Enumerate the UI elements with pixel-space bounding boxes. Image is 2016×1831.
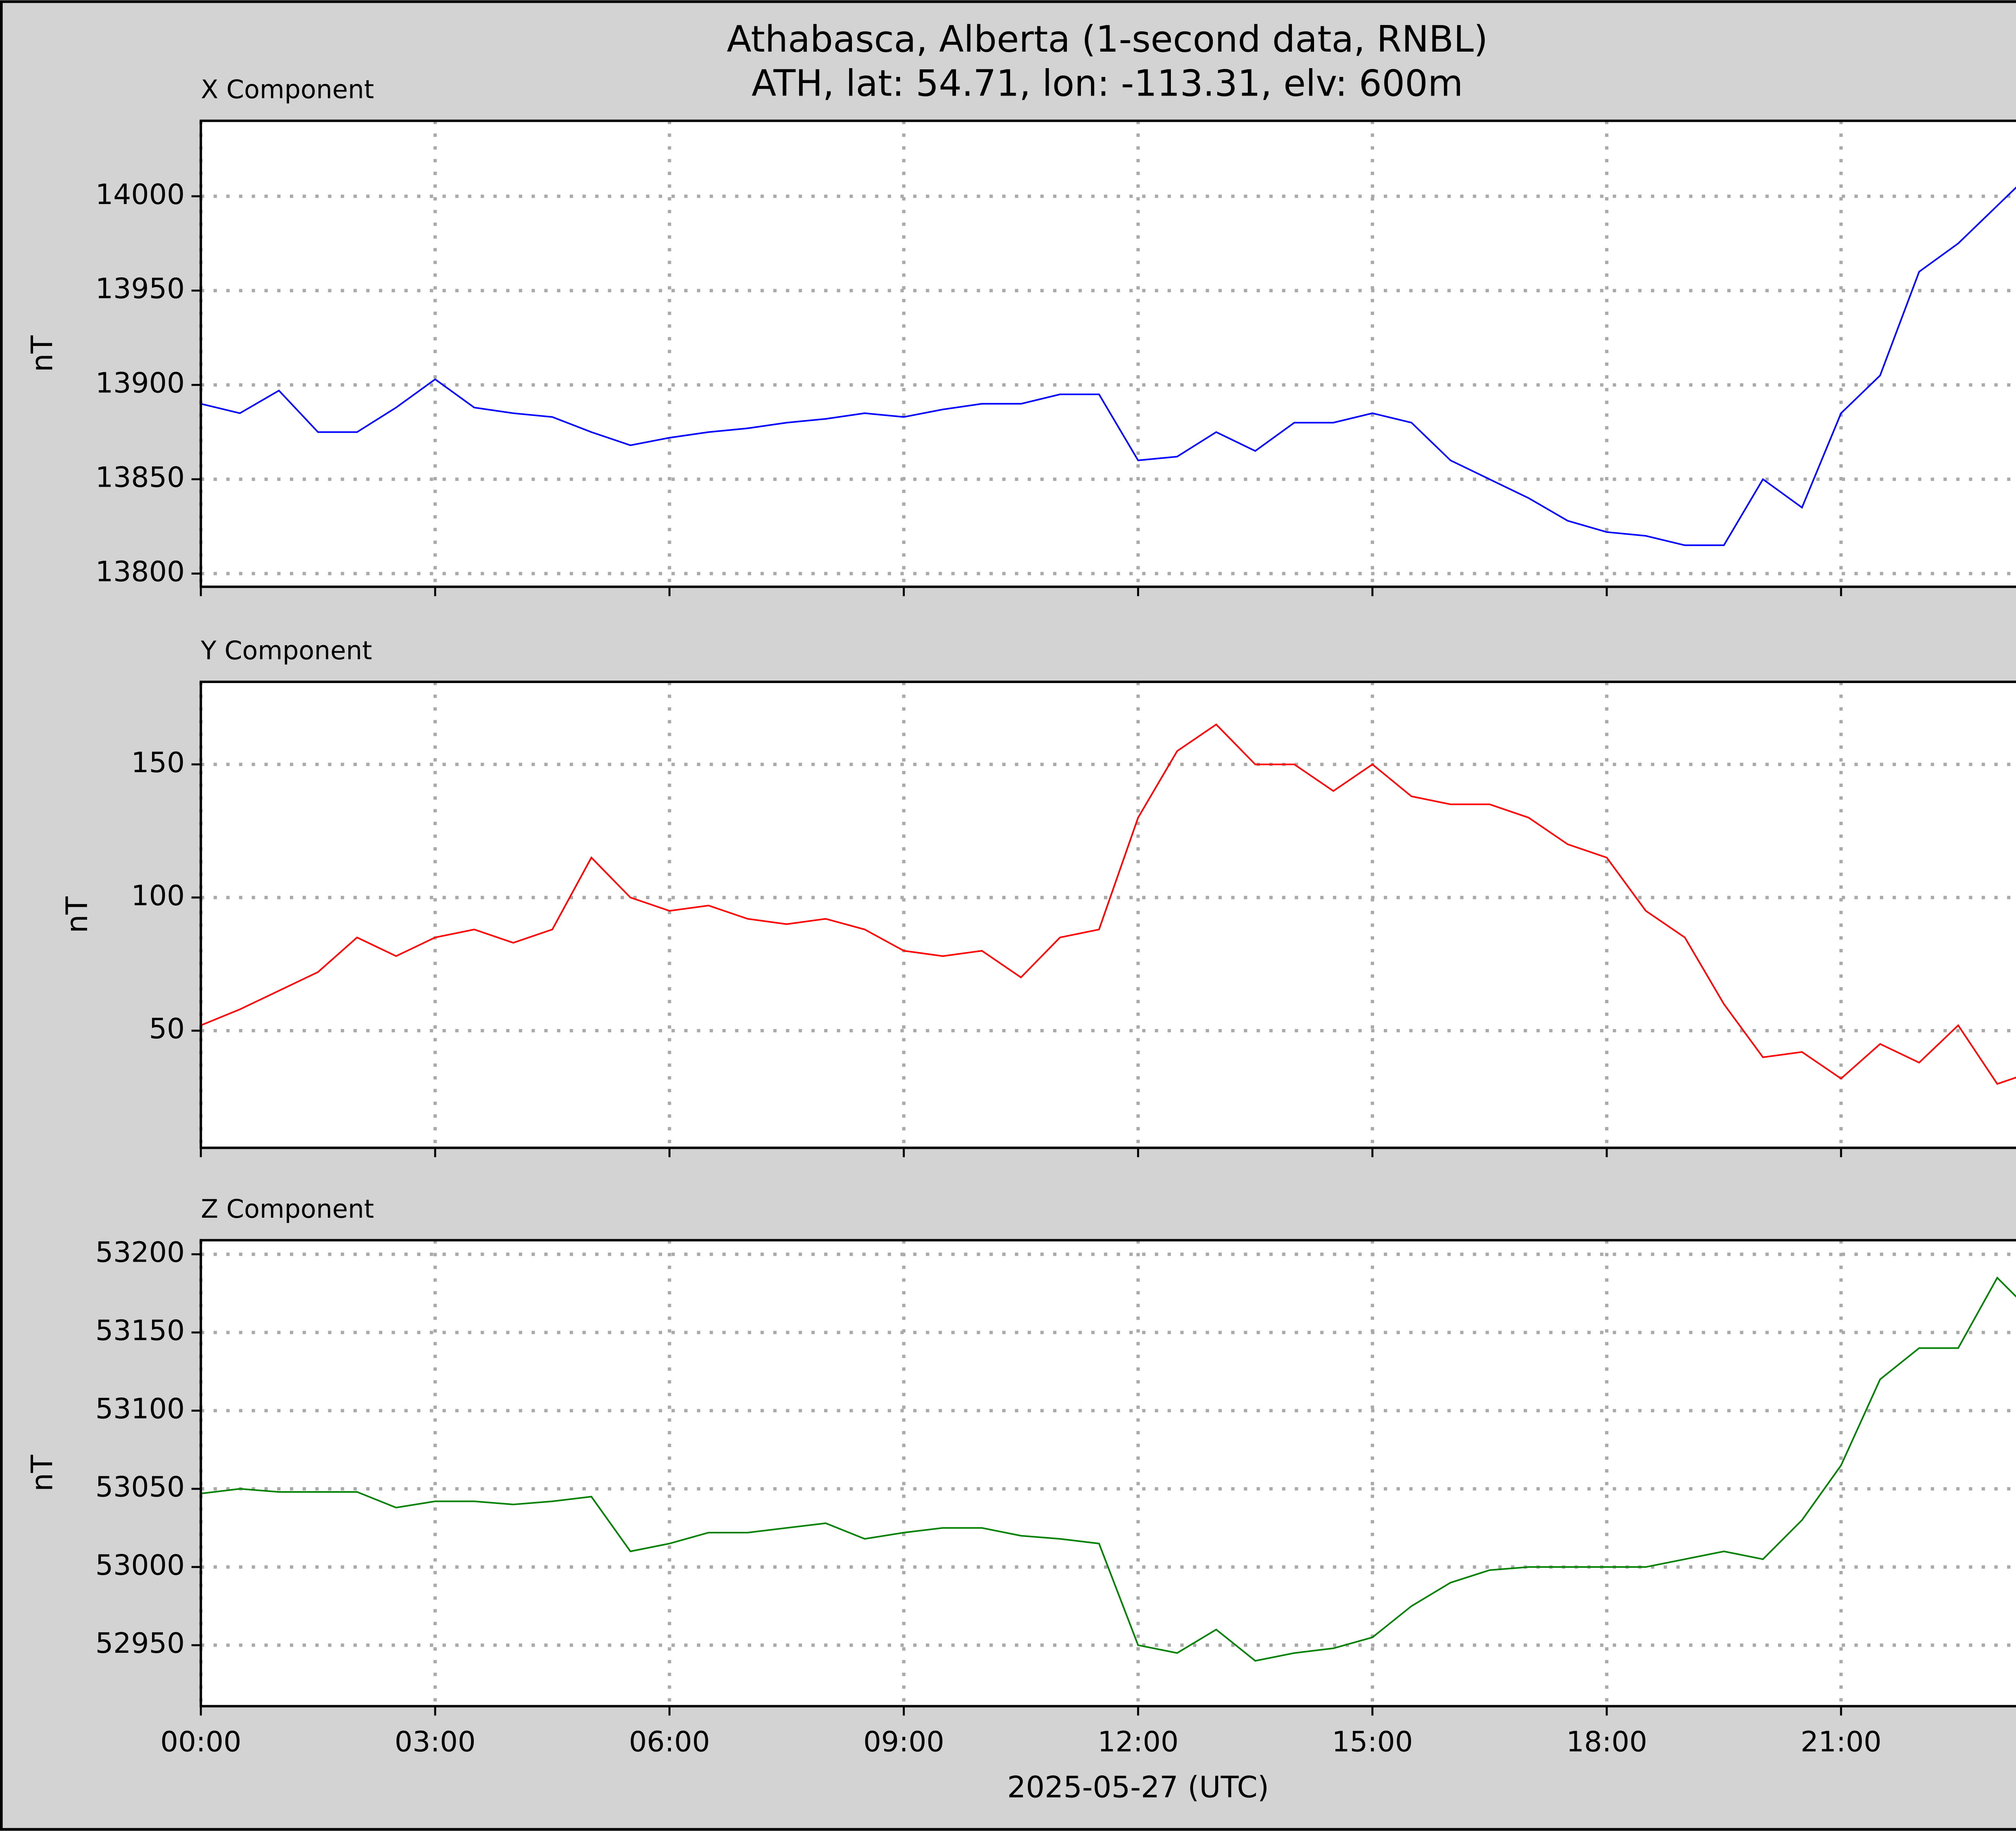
y-tick-label: 53050 [95, 1471, 185, 1503]
x-tick-label: 12:00 [1098, 1725, 1179, 1758]
y-axis-label: nT [25, 1455, 60, 1491]
y-tick-label: 53000 [95, 1549, 185, 1581]
y-tick-label: 53200 [95, 1236, 185, 1269]
y-tick-label: 52950 [95, 1627, 185, 1660]
y-axis-label: nT [60, 896, 94, 933]
y-axis-label: nT [25, 335, 60, 372]
plot-frame [200, 1239, 2016, 1708]
y-tick-label: 100 [131, 879, 185, 912]
y-tick-label: 13800 [95, 556, 185, 588]
panel-title: X Component [201, 75, 374, 104]
x-tick-label: 06:00 [629, 1725, 710, 1758]
x-axis-label: 2025-05-27 (UTC) [1007, 1770, 1269, 1804]
x-tick-label: 18:00 [1566, 1725, 1647, 1758]
panel-title: Z Component [201, 1194, 374, 1224]
x-tick-label: 21:00 [1801, 1725, 1882, 1758]
data-line [200, 186, 2016, 546]
plot-frame [200, 681, 2016, 1149]
plot-frame [200, 119, 2016, 588]
data-line [200, 1276, 2016, 1662]
y-tick-label: 13950 [95, 273, 185, 305]
x-tick-label: 00:00 [160, 1725, 242, 1758]
y-tick-label: 13850 [95, 461, 185, 494]
figure-subtitle: ATH, lat: 54.71, lon: -113.31, elv: 600m [752, 63, 1463, 105]
x-tick-label: 09:00 [863, 1725, 944, 1758]
data-line [200, 723, 2016, 1085]
y-tick-label: 150 [131, 746, 185, 779]
figure-title: Athabasca, Alberta (1-second data, RNBL) [727, 19, 1488, 60]
y-tick-label: 13900 [95, 367, 185, 400]
y-tick-label: 53100 [95, 1393, 185, 1425]
plot-area [201, 1240, 2016, 1706]
plot-area [201, 121, 2016, 587]
y-tick-label: 14000 [95, 178, 185, 211]
x-tick-label: 15:00 [1332, 1725, 1413, 1758]
y-tick-label: 53150 [95, 1314, 185, 1347]
plot-area [201, 682, 2016, 1148]
y-tick-label: 50 [149, 1012, 185, 1045]
x-tick-label: 03:00 [395, 1725, 476, 1758]
panel-title: Y Component [200, 635, 372, 665]
